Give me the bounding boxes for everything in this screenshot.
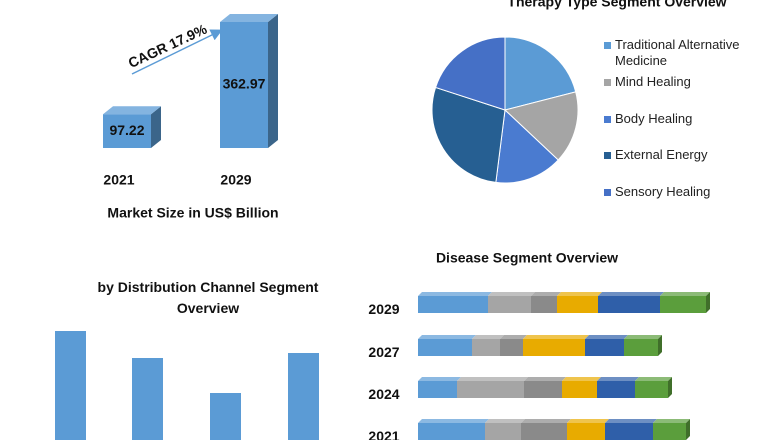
pie-slice (504, 36, 577, 111)
bar-segment (457, 381, 524, 398)
bar-top (485, 419, 525, 423)
legend-label: External Energy (615, 147, 708, 162)
bar-top (524, 377, 566, 381)
bar-top (562, 377, 601, 381)
bar-segment (597, 381, 635, 398)
bar-segment (562, 381, 597, 398)
bar-segment (488, 296, 531, 313)
bar (132, 358, 163, 440)
bar-segment (485, 423, 521, 440)
value-label: 362.97 (223, 76, 266, 92)
legend-swatch (604, 152, 611, 159)
bar-top (597, 377, 639, 381)
bar-top (521, 419, 571, 423)
y-tick-label: 2027 (368, 344, 399, 360)
y-tick-label: 2029 (368, 301, 399, 317)
bar (55, 331, 86, 440)
bar-segment (418, 381, 457, 398)
bar-segment (418, 423, 485, 440)
legend-swatch (604, 189, 611, 196)
bar-end (658, 335, 662, 356)
bar-segment (557, 296, 598, 313)
x-tick-label: 2029 (220, 172, 251, 188)
bar-segment (521, 423, 567, 440)
pie-slice (431, 86, 506, 183)
bar-segment (635, 381, 668, 398)
bar-top (557, 292, 602, 296)
bar-top (418, 335, 476, 339)
bar-top (585, 335, 628, 339)
bar-top (531, 292, 561, 296)
x-axis-label: Market Size in US$ Billion (107, 205, 278, 221)
bar-top (523, 335, 589, 339)
bar-top (488, 292, 535, 296)
legend-label: Mind Healing (615, 74, 691, 89)
legend-swatch (604, 79, 611, 86)
bar-top (103, 106, 161, 115)
bar-side (268, 14, 278, 148)
bar-top (220, 14, 278, 22)
bar-top (624, 335, 662, 339)
pie-slice (503, 91, 579, 161)
bar-top (598, 292, 664, 296)
bar-segment (500, 339, 523, 356)
bar (103, 114, 151, 148)
bar-segment (660, 296, 706, 313)
chart-title: Disease Segment Overview (436, 250, 618, 266)
legend-swatch (604, 116, 611, 123)
bar (210, 393, 241, 440)
bar-end (668, 377, 672, 398)
bar-top (635, 377, 672, 381)
legend-label: Body Healing (615, 111, 693, 126)
bar-top (660, 292, 710, 296)
annotation: CAGR 17.9% (126, 20, 210, 71)
x-tick-label: 2021 (103, 172, 134, 188)
bar-segment (653, 423, 686, 440)
bar-top (605, 419, 657, 423)
legend-swatch (604, 42, 611, 49)
bar (288, 353, 319, 440)
y-tick-label: 2021 (368, 428, 399, 440)
cagr-arrow (131, 29, 223, 75)
bar-segment (418, 339, 472, 356)
bar-end (706, 292, 710, 313)
pie-slice (434, 36, 506, 111)
bar-segment (523, 339, 585, 356)
chart-title: Therapy Type Segment Overview (507, 0, 726, 10)
bar-top (418, 377, 461, 381)
bar-top (457, 377, 528, 381)
bar-top (653, 419, 690, 423)
bar-segment (531, 296, 557, 313)
bar-segment (418, 296, 488, 313)
bar-segment (624, 339, 658, 356)
y-tick-label: 2024 (368, 386, 399, 402)
bar-top (418, 419, 489, 423)
pie-slice (495, 108, 559, 184)
bar-segment (472, 339, 500, 356)
bar-segment (598, 296, 660, 313)
bar-top (472, 335, 504, 339)
bar-top (500, 335, 527, 339)
bar-end (686, 419, 690, 440)
bar (220, 22, 268, 148)
bar-segment (567, 423, 605, 440)
bar-side (151, 106, 161, 148)
legend-label: Traditional Alternative Medicine (615, 37, 740, 68)
bar-segment (585, 339, 624, 356)
chart-title: by Distribution Channel Segment Overview (97, 279, 319, 316)
value-label: 97.22 (109, 122, 144, 138)
legend-label: Sensory Healing (615, 184, 711, 199)
bar-segment (605, 423, 653, 440)
bar-segment (524, 381, 562, 398)
bar-top (567, 419, 609, 423)
bar-top (418, 292, 492, 296)
